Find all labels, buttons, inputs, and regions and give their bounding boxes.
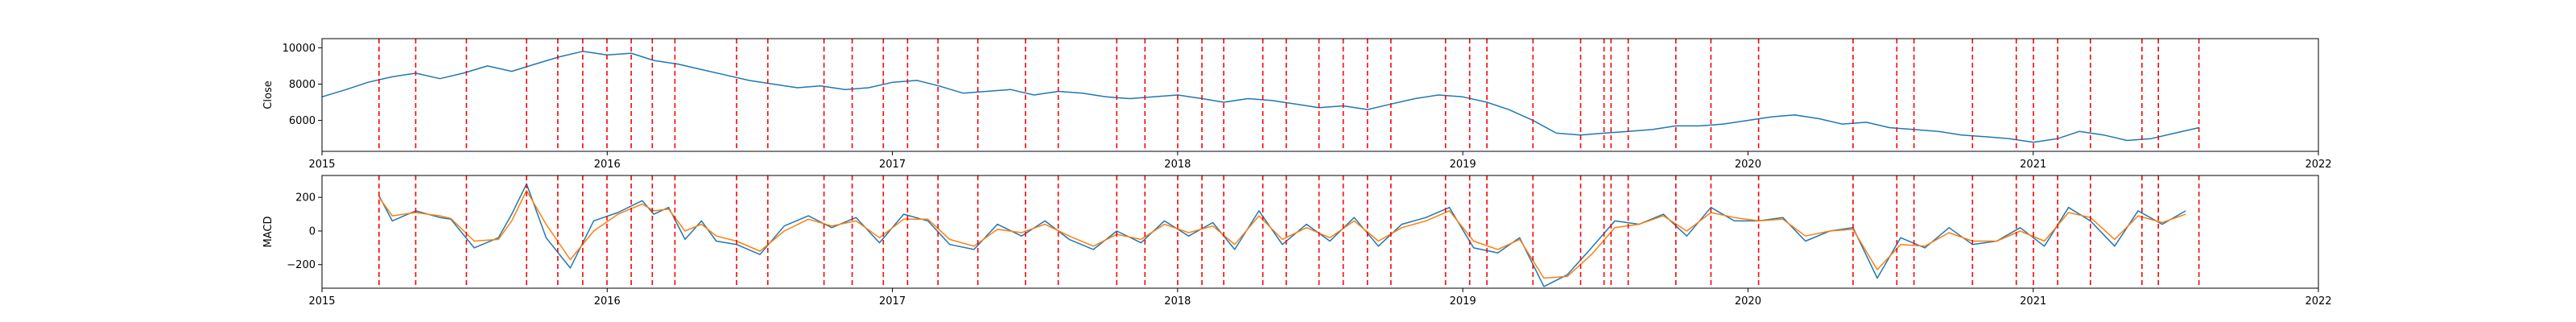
y-tick-label: −200 bbox=[287, 259, 316, 271]
axes-frame bbox=[321, 38, 2319, 152]
series-line-0 bbox=[321, 51, 2199, 143]
x-tick-label: 2016 bbox=[594, 159, 621, 171]
x-tick-label: 2017 bbox=[879, 159, 906, 171]
y-tick-label: 8000 bbox=[289, 79, 316, 91]
y-axis-label: MACD bbox=[262, 217, 275, 248]
x-tick-label: 2016 bbox=[594, 295, 621, 308]
x-tick-label: 2015 bbox=[308, 295, 335, 308]
y-tick-label: 0 bbox=[309, 225, 316, 237]
x-tick-label: 2018 bbox=[1164, 159, 1191, 171]
x-tick-label: 2021 bbox=[2020, 159, 2046, 171]
x-tick-label: 2020 bbox=[1735, 295, 1761, 308]
x-tick-label: 2022 bbox=[2305, 295, 2331, 308]
x-tick-label: 2020 bbox=[1735, 159, 1761, 171]
x-tick-label: 2022 bbox=[2305, 159, 2331, 171]
x-tick-label: 2019 bbox=[1450, 295, 1476, 308]
close-price-panel: 2015 2016 2017 2018 2019 2020 2021 2022 6000 8000… bbox=[262, 38, 2332, 171]
x-tick-label: 2019 bbox=[1450, 159, 1476, 171]
y-tick-label: 6000 bbox=[289, 115, 316, 127]
axes-frame bbox=[321, 175, 2319, 289]
series-line-0 bbox=[378, 183, 2186, 287]
x-tick-label: 2017 bbox=[879, 295, 906, 308]
macd-panel: 2015 2016 2017 2018 2019 2020 2021 2022 −200 0 200… bbox=[262, 175, 2332, 308]
y-tick-label: 200 bbox=[295, 192, 316, 204]
y-tick-label: 10000 bbox=[283, 43, 316, 55]
x-tick-label: 2018 bbox=[1164, 295, 1191, 308]
series-line-1 bbox=[378, 190, 2186, 279]
x-tick-label: 2021 bbox=[2020, 295, 2046, 308]
y-axis-label: Close bbox=[262, 80, 275, 109]
x-tick-label: 2015 bbox=[308, 159, 335, 171]
